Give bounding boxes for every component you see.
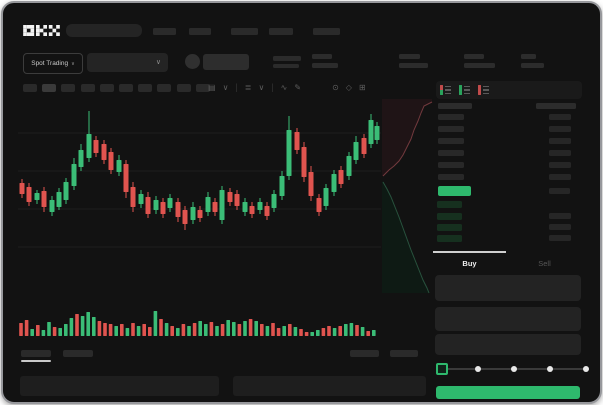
- avatar[interactable]: [185, 54, 200, 69]
- ask-amount-placeholder[interactable]: [549, 114, 571, 120]
- ask-amount-placeholder[interactable]: [549, 150, 571, 156]
- ask-price-placeholder[interactable]: [438, 162, 464, 168]
- bottom-tabs-placeholder[interactable]: [21, 350, 51, 357]
- interval-button[interactable]: [196, 84, 210, 92]
- bid-amount-placeholder[interactable]: [549, 213, 571, 219]
- indicators-chevron-icon[interactable]: ∨: [258, 82, 265, 92]
- nav-placeholder[interactable]: [189, 28, 211, 35]
- separator: |: [235, 82, 238, 92]
- bid-price-placeholder[interactable]: [437, 235, 462, 242]
- stats-placeholder: [464, 54, 484, 59]
- nav-placeholder[interactable]: [269, 28, 293, 35]
- submit-buy-button[interactable]: [436, 386, 580, 399]
- ob-header-placeholder: [536, 103, 576, 109]
- subheader-right-placeholder: [273, 64, 299, 68]
- fullscreen-icon[interactable]: ⊞: [358, 82, 366, 92]
- tab-buy[interactable]: Buy: [462, 259, 477, 268]
- bid-price-placeholder[interactable]: [437, 201, 462, 208]
- interval-button[interactable]: [100, 84, 114, 92]
- stats-placeholder: [521, 54, 536, 59]
- stats-placeholder: [464, 63, 495, 68]
- subheader-right-placeholder: [273, 56, 301, 61]
- separator: |: [271, 82, 274, 92]
- bottom-panels-placeholder: [20, 376, 219, 396]
- stats-placeholder: [312, 63, 338, 68]
- header-action-button[interactable]: [203, 54, 249, 70]
- indicators-icon[interactable]: ≣: [244, 82, 252, 92]
- bid-price-placeholder[interactable]: [437, 224, 462, 231]
- candle-style-icon[interactable]: ▤: [208, 82, 216, 92]
- ask-price-placeholder[interactable]: [438, 126, 464, 132]
- camera-icon[interactable]: ⊙: [332, 82, 339, 92]
- okx-logo[interactable]: [23, 25, 60, 36]
- draw-tool-icon[interactable]: ✎: [294, 82, 302, 92]
- chevron-down-icon: ∨: [71, 60, 75, 67]
- chart-tools: ▤ ∨ | ≣ ∨ | ∿ ✎ ⊙ ◇ ⊞: [208, 81, 366, 94]
- ask-amount-placeholder[interactable]: [549, 174, 571, 180]
- stats-placeholder: [399, 54, 420, 59]
- interval-button[interactable]: [138, 84, 152, 92]
- order-form-field[interactable]: [435, 334, 581, 355]
- bottom-tabs-placeholder[interactable]: [390, 350, 418, 357]
- ask-price-placeholder[interactable]: [438, 174, 464, 180]
- buy-tab-active-indicator: [433, 251, 506, 253]
- bid-amount-placeholder[interactable]: [549, 224, 571, 230]
- ask-amount-placeholder[interactable]: [549, 162, 571, 168]
- stats-placeholder: [399, 63, 428, 68]
- market-type-label: Spot Trading: [31, 60, 69, 67]
- trading-pair-dropdown[interactable]: ∨: [87, 53, 168, 72]
- interval-button[interactable]: [119, 84, 133, 92]
- slider-handle[interactable]: [436, 363, 448, 375]
- interval-button[interactable]: [61, 84, 75, 92]
- candle-style-chevron-icon[interactable]: ∨: [222, 82, 229, 92]
- interval-button[interactable]: [23, 84, 37, 92]
- bottom-panels-placeholder: [233, 376, 426, 396]
- interval-button[interactable]: [81, 84, 95, 92]
- orderbook-modebar: [436, 81, 582, 99]
- ask-amount-placeholder[interactable]: [549, 138, 571, 144]
- tab-sell[interactable]: Sell: [538, 259, 551, 268]
- interval-button[interactable]: [177, 84, 191, 92]
- slider-stop[interactable]: [475, 366, 481, 372]
- stats-placeholder: [312, 54, 332, 59]
- slider-stop[interactable]: [511, 366, 517, 372]
- ask-price-placeholder[interactable]: [438, 150, 464, 156]
- bid-amount-placeholder[interactable]: [549, 235, 571, 241]
- market-type-selector[interactable]: Spot Trading ∨: [23, 53, 83, 74]
- slider-stop[interactable]: [583, 366, 589, 372]
- search-input[interactable]: [66, 24, 142, 37]
- nav-placeholder[interactable]: [313, 28, 340, 35]
- orderbook-last-price[interactable]: [438, 186, 471, 196]
- ask-price-placeholder[interactable]: [438, 114, 464, 120]
- ob-header-placeholder: [438, 103, 472, 109]
- order-form-field[interactable]: [435, 275, 581, 301]
- nav-placeholder[interactable]: [231, 28, 258, 35]
- interval-button[interactable]: [157, 84, 171, 92]
- stats-placeholder: [521, 63, 544, 68]
- bottom-tabs-placeholder[interactable]: [350, 350, 379, 357]
- orderbook-asks-icon[interactable]: [478, 84, 491, 96]
- line-tool-icon[interactable]: ∿: [280, 82, 288, 92]
- orderbook-bids-icon[interactable]: [459, 84, 472, 96]
- orderbook-combined-icon[interactable]: [440, 84, 453, 96]
- interval-button[interactable]: [42, 84, 56, 92]
- compare-icon[interactable]: ◇: [345, 82, 352, 92]
- price-row-amount-placeholder[interactable]: [549, 188, 570, 194]
- bid-price-placeholder[interactable]: [437, 213, 462, 220]
- ask-amount-placeholder[interactable]: [549, 126, 571, 132]
- bottom-tabs-placeholder[interactable]: [63, 350, 93, 357]
- slider-stop[interactable]: [547, 366, 553, 372]
- ask-price-placeholder[interactable]: [438, 138, 464, 144]
- order-form-field[interactable]: [435, 307, 581, 331]
- nav-placeholder[interactable]: [153, 28, 176, 35]
- bottom-tab-active-indicator: [21, 360, 51, 362]
- chevron-down-icon: ∨: [155, 59, 161, 66]
